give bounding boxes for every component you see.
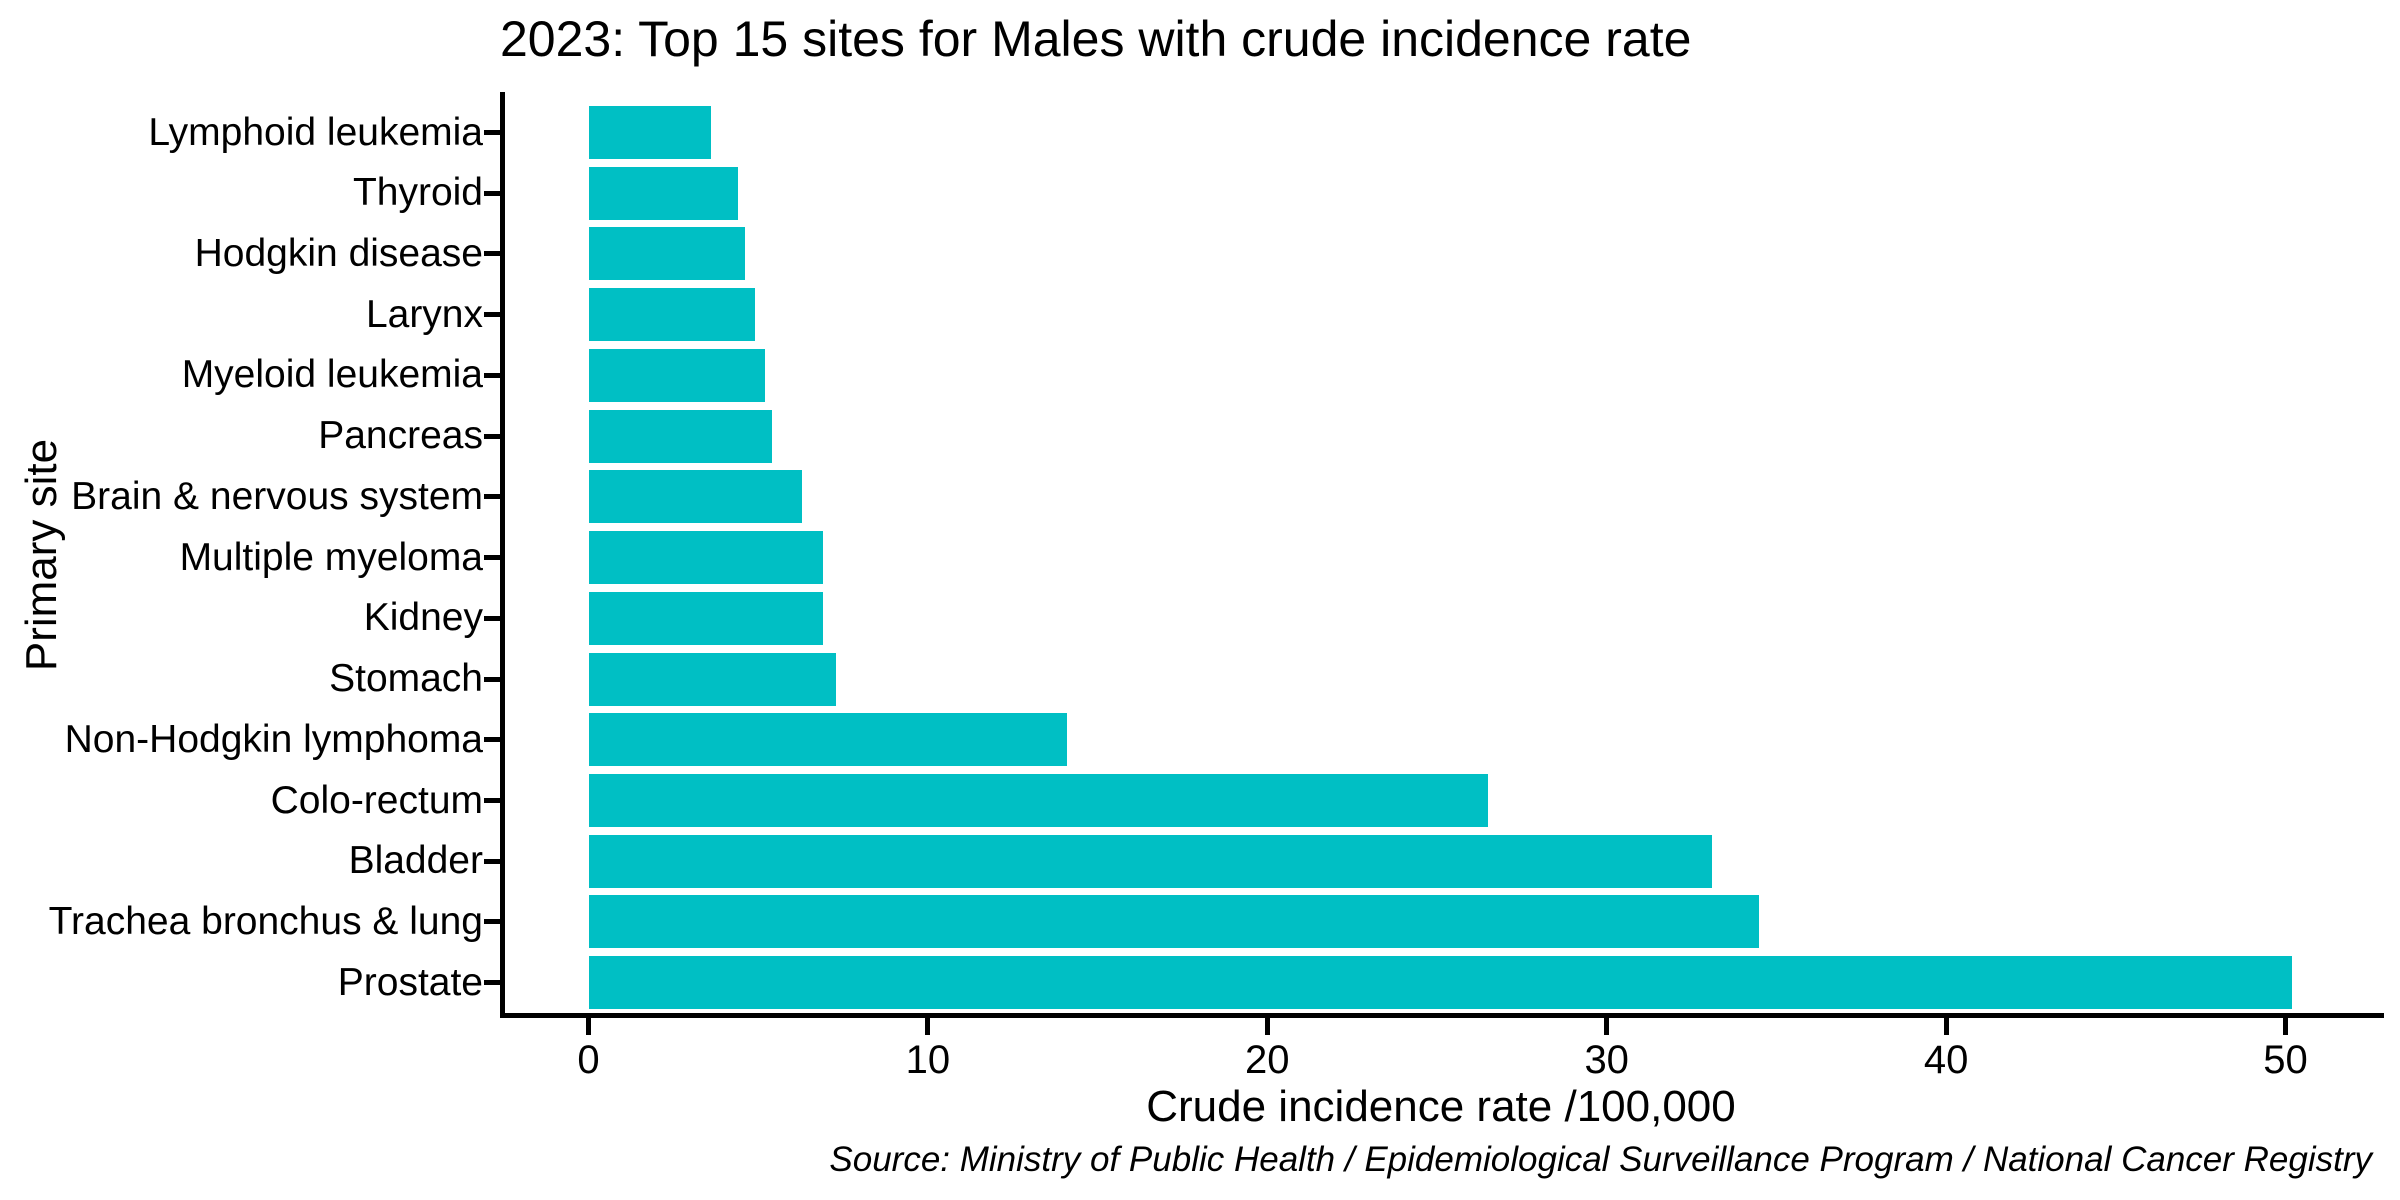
category-label-non-hodgkin-lymphoma: Non-Hodgkin lymphoma — [64, 717, 483, 761]
y-tick-colo-rectum — [484, 798, 501, 804]
y-tick-bladder — [484, 858, 501, 864]
y-tick-prostate — [484, 980, 501, 986]
bar-non-hodgkin-lymphoma — [588, 713, 1068, 767]
category-label-kidney: Kidney — [363, 596, 483, 640]
bar-pancreas — [588, 409, 772, 463]
y-tick-stomach — [484, 676, 501, 682]
bar-brain-nervous-system — [588, 470, 803, 524]
category-label-stomach: Stomach — [329, 657, 483, 701]
x-axis-line — [500, 1013, 2384, 1018]
category-label-pancreas: Pancreas — [318, 414, 483, 458]
x-tick-20 — [1264, 1018, 1270, 1035]
category-label-lymphoid-leukemia: Lymphoid leukemia — [148, 110, 483, 154]
y-tick-hodgkin-disease — [484, 251, 501, 257]
category-label-colo-rectum: Colo-rectum — [270, 778, 483, 822]
x-tick-50 — [2283, 1018, 2288, 1035]
bar-stomach — [588, 652, 837, 706]
category-label-bladder: Bladder — [348, 839, 483, 883]
bar-kidney — [588, 591, 823, 645]
category-label-myeloid-leukemia: Myeloid leukemia — [181, 353, 483, 397]
category-label-hodgkin-disease: Hodgkin disease — [194, 231, 483, 275]
x-tick-label-20: 20 — [1245, 1038, 1290, 1082]
source-note: Source: Ministry of Public Health / Epid… — [829, 1140, 2372, 1179]
y-tick-larynx — [484, 312, 501, 318]
bar-trachea-bronchus-lung — [588, 895, 1760, 949]
x-tick-label-50: 50 — [2263, 1038, 2308, 1082]
category-label-brain-nervous-system: Brain & nervous system — [71, 474, 483, 518]
y-tick-non-hodgkin-lymphoma — [484, 737, 501, 743]
bar-colo-rectum — [588, 774, 1488, 828]
category-label-multiple-myeloma: Multiple myeloma — [179, 535, 483, 579]
y-tick-pancreas — [484, 433, 501, 439]
x-axis-title: Crude incidence rate /100,000 — [1146, 1082, 1736, 1131]
bar-prostate — [588, 956, 2293, 1010]
y-tick-kidney — [484, 615, 501, 621]
bar-multiple-myeloma — [588, 531, 823, 585]
bar-hodgkin-disease — [588, 227, 745, 281]
chart-title: 2023: Top 15 sites for Males with crude … — [500, 11, 1692, 67]
x-tick-label-10: 10 — [905, 1038, 951, 1082]
y-axis-line — [500, 92, 505, 1018]
category-label-trachea-bronchus-lung: Trachea bronchus & lung — [48, 899, 483, 943]
bar-myeloid-leukemia — [588, 348, 765, 402]
x-tick-10 — [925, 1018, 931, 1035]
bar-thyroid — [588, 166, 738, 220]
x-tick-40 — [1943, 1018, 1949, 1035]
y-axis-title: Primary site — [17, 438, 66, 672]
category-label-thyroid: Thyroid — [352, 171, 483, 215]
x-tick-label-40: 40 — [1923, 1038, 1969, 1082]
y-tick-trachea-bronchus-lung — [484, 919, 501, 925]
bar-bladder — [588, 834, 1712, 888]
category-label-prostate: Prostate — [337, 960, 483, 1004]
bar-larynx — [588, 288, 755, 342]
x-tick-30 — [1604, 1018, 1610, 1035]
category-label-larynx: Larynx — [365, 292, 483, 336]
x-tick-label-0: 0 — [577, 1038, 600, 1082]
y-tick-brain-nervous-system — [484, 494, 501, 500]
bar-lymphoid-leukemia — [588, 106, 711, 159]
y-tick-myeloid-leukemia — [484, 372, 501, 378]
y-tick-thyroid — [484, 190, 501, 196]
x-tick-0 — [586, 1018, 591, 1035]
y-tick-multiple-myeloma — [484, 555, 501, 561]
y-tick-lymphoid-leukemia — [484, 130, 501, 135]
x-tick-label-30: 30 — [1584, 1038, 1629, 1082]
